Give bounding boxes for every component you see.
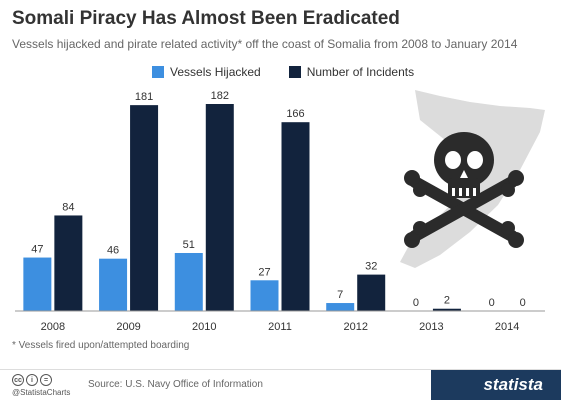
bars-group: 47 84 46 181 51 182 27 166 7 32 0 2 0 0: [23, 90, 526, 311]
nd-icon: =: [40, 374, 52, 386]
footer-bar: cc i = @StatistaCharts Source: U.S. Navy…: [0, 369, 561, 400]
legend-label-hijacked: Vessels Hijacked: [170, 65, 261, 79]
bar-incidents-2009: [130, 105, 159, 311]
data-label-incidents-2014: 0: [520, 297, 526, 309]
data-label-incidents-2010: 182: [211, 90, 229, 102]
legend-label-incidents: Number of Incidents: [306, 65, 415, 79]
data-label-hijacked-2013: 0: [413, 297, 419, 309]
chart-title: Somali Piracy Has Almost Been Eradicated: [12, 8, 400, 29]
by-icon: i: [26, 374, 38, 386]
data-label-incidents-2009: 181: [135, 91, 153, 103]
bar-incidents-2013: [432, 308, 461, 311]
bar-incidents-2010: [205, 104, 234, 311]
bar-incidents-2012: [357, 274, 386, 311]
x-tick-label-2013: 2013: [419, 321, 443, 333]
legend-swatch-hijacked: [152, 66, 164, 78]
bar-incidents-2011: [281, 122, 310, 311]
cc-icon: cc: [12, 374, 24, 386]
bar-hijacked-2009: [99, 258, 128, 311]
x-tick-labels: 2008 2009 2010 2011 2012 2013 2014: [41, 321, 520, 333]
skull-crossbones-icon: [404, 132, 524, 248]
data-label-hijacked-2010: 51: [183, 239, 195, 251]
x-tick-label-2009: 2009: [116, 321, 140, 333]
chart-legend: Vessels Hijacked Number of Incidents: [152, 65, 436, 79]
twitter-handle[interactable]: @StatistaCharts: [12, 388, 71, 397]
bar-incidents-2008: [54, 215, 83, 311]
x-tick-label-2008: 2008: [41, 321, 65, 333]
data-label-incidents-2008: 84: [62, 201, 74, 213]
x-tick-label-2014: 2014: [495, 321, 519, 333]
footnote: * Vessels fired upon/attempted boarding: [12, 340, 190, 351]
x-tick-label-2012: 2012: [343, 321, 367, 333]
legend-swatch-incidents: [288, 66, 301, 78]
data-label-hijacked-2008: 47: [31, 244, 43, 256]
chart-subtitle: Vessels hijacked and pirate related acti…: [12, 37, 518, 51]
data-label-hijacked-2011: 27: [258, 266, 270, 278]
data-label-incidents-2011: 166: [286, 108, 304, 120]
bar-hijacked-2010: [174, 252, 203, 311]
legend-item-hijacked: Vessels Hijacked: [152, 65, 261, 79]
bar-hijacked-2008: [23, 257, 52, 311]
legend-item-incidents: Number of Incidents: [288, 65, 415, 79]
data-label-hijacked-2009: 46: [107, 245, 119, 257]
bar-hijacked-2011: [250, 280, 279, 311]
x-tick-label-2010: 2010: [192, 321, 216, 333]
bar-hijacked-2012: [326, 303, 355, 311]
statista-logo[interactable]: statista: [431, 370, 561, 400]
data-label-hijacked-2014: 0: [489, 297, 495, 309]
license-icons[interactable]: cc i =: [12, 374, 52, 386]
data-label-hijacked-2012: 7: [337, 289, 343, 301]
source-text: Source: U.S. Navy Office of Information: [88, 379, 263, 390]
x-tick-label-2011: 2011: [268, 321, 292, 333]
data-label-incidents-2013: 2: [444, 295, 450, 307]
data-label-incidents-2012: 32: [365, 261, 377, 273]
